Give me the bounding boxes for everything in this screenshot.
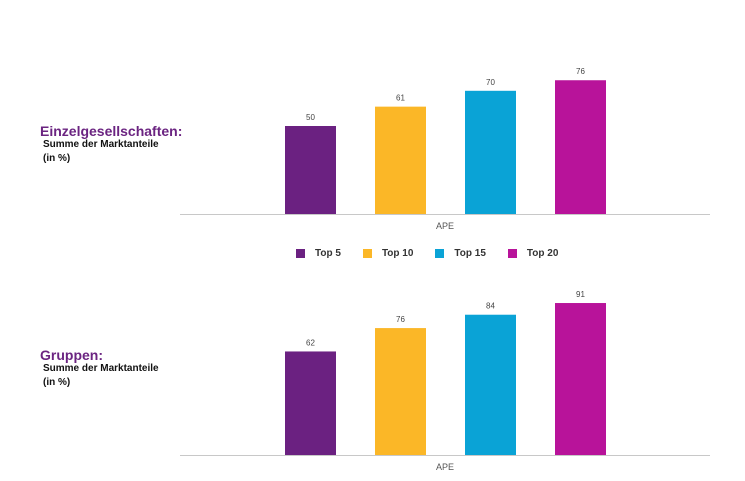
panel-1-title: Einzelgesellschaften: bbox=[40, 123, 183, 139]
chart-panel-1: 50 61 70 76 APE bbox=[180, 67, 710, 231]
chart-legend: Top 5 Top 10 Top 15 Top 20 bbox=[296, 248, 580, 259]
data-label: 76 bbox=[576, 67, 585, 76]
x-tick-label: APE bbox=[436, 462, 454, 472]
legend-label-top20: Top 20 bbox=[526, 248, 559, 259]
bar-top20 bbox=[555, 303, 606, 455]
data-label: 50 bbox=[306, 113, 315, 122]
bar-top10 bbox=[375, 328, 426, 455]
legend-swatch-top15 bbox=[435, 249, 445, 258]
panel-2-subtitle: Summe der Marktanteile (in %) bbox=[43, 363, 159, 388]
chart-panel-2: 62 76 84 91 APE bbox=[180, 290, 710, 472]
legend-item-top5: Top 5 bbox=[296, 248, 341, 259]
data-label: 61 bbox=[396, 94, 405, 103]
data-label: 76 bbox=[396, 315, 405, 324]
legend-label-top15: Top 15 bbox=[454, 248, 486, 259]
legend-item-top15: Top 15 bbox=[435, 248, 486, 259]
legend-item-top10: Top 10 bbox=[362, 248, 414, 259]
legend-swatch-top20 bbox=[507, 249, 517, 258]
legend-item-top20: Top 20 bbox=[507, 248, 559, 259]
bar-top15 bbox=[465, 90, 516, 214]
data-label: 84 bbox=[486, 302, 495, 311]
legend-label-top5: Top 5 bbox=[315, 248, 341, 259]
data-label: 91 bbox=[576, 290, 585, 299]
panel-2-title: Gruppen: bbox=[40, 347, 103, 363]
legend-label-top10: Top 10 bbox=[381, 248, 414, 259]
panel-1-subtitle: Summe der Marktanteile (in %) bbox=[43, 139, 159, 164]
bar-top5 bbox=[285, 351, 336, 455]
legend-swatch-top5 bbox=[296, 249, 305, 258]
x-tick-label: APE bbox=[436, 221, 454, 231]
bar-top15 bbox=[465, 314, 516, 455]
data-label: 62 bbox=[306, 338, 315, 347]
bar-top5 bbox=[285, 126, 336, 214]
legend-swatch-top10 bbox=[362, 249, 372, 258]
data-label: 70 bbox=[486, 78, 495, 87]
bar-top20 bbox=[555, 80, 606, 215]
bar-top10 bbox=[375, 106, 426, 214]
